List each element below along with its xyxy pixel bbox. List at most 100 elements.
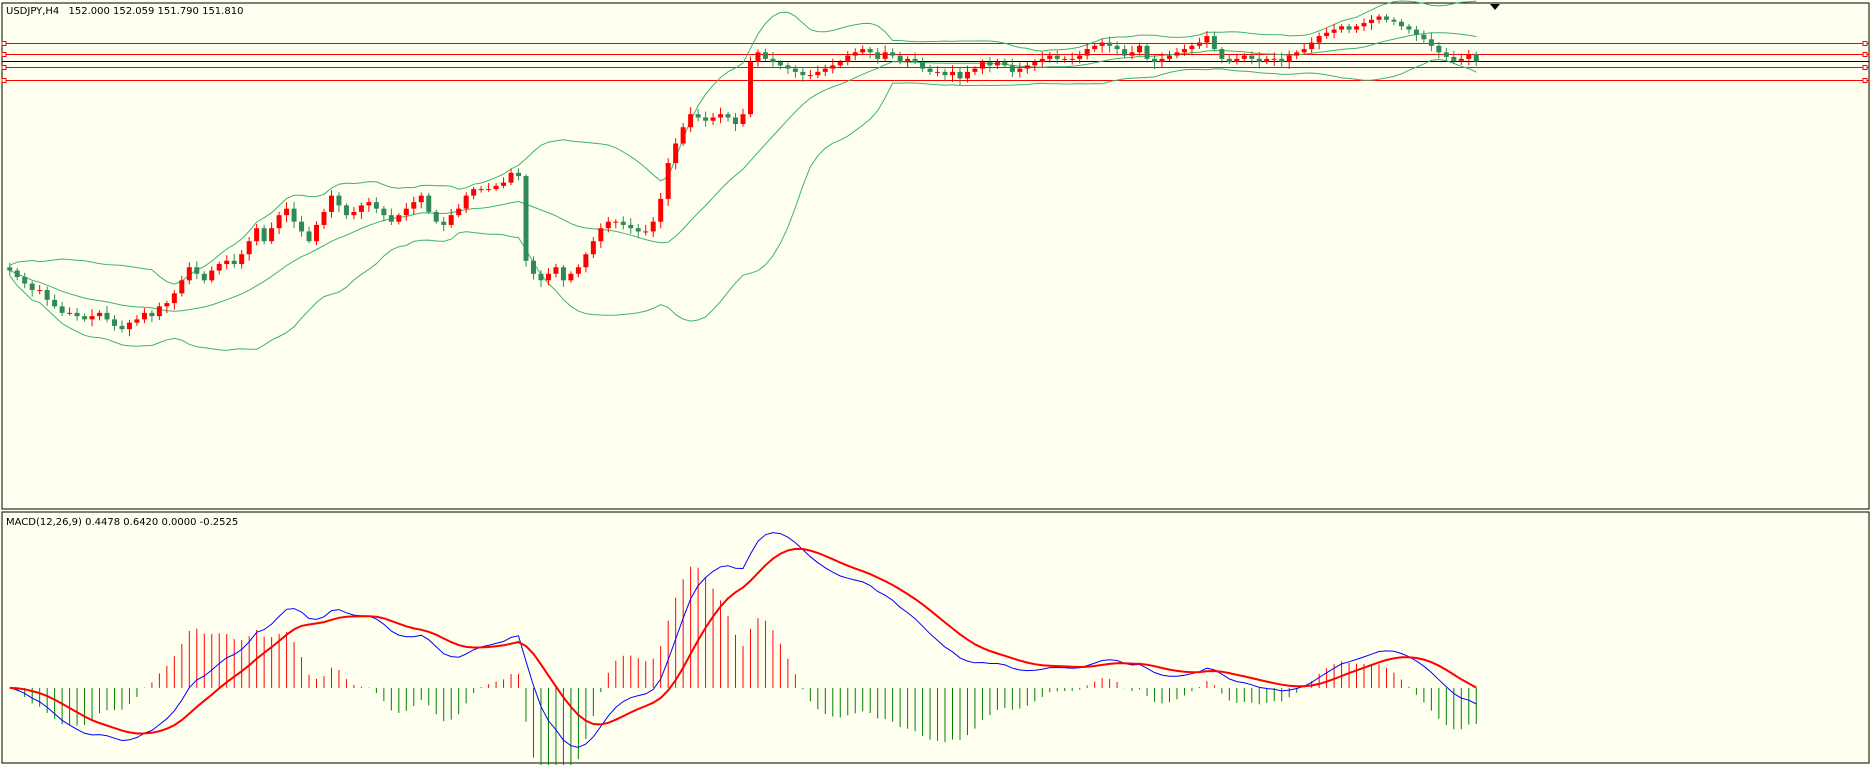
candle-body bbox=[134, 319, 140, 323]
candle-body bbox=[1376, 16, 1382, 20]
candle-body bbox=[1009, 65, 1015, 72]
candle-body bbox=[1443, 52, 1449, 57]
candle-body bbox=[822, 68, 828, 72]
candle-body bbox=[1024, 65, 1030, 69]
candle-body bbox=[328, 195, 334, 212]
candle-body bbox=[852, 52, 858, 56]
candle-body bbox=[261, 228, 267, 242]
candle-body bbox=[149, 312, 155, 317]
candle-body bbox=[1421, 34, 1427, 40]
candle-body bbox=[141, 312, 147, 320]
candle-body bbox=[912, 58, 918, 63]
candle-body bbox=[1069, 58, 1075, 60]
horizontal-levels[interactable] bbox=[1, 41, 1869, 83]
candle-body bbox=[231, 260, 237, 265]
macd-title: MACD(12,26,9) 0.4478 0.6420 0.0000 -0.25… bbox=[6, 517, 238, 528]
candle-body bbox=[785, 65, 791, 69]
candle-body bbox=[1062, 58, 1068, 60]
candle-body bbox=[1398, 21, 1404, 27]
candle-body bbox=[800, 71, 806, 76]
candle-body bbox=[755, 52, 761, 63]
candle-body bbox=[246, 241, 252, 255]
candle-body bbox=[1264, 58, 1270, 63]
candle-body bbox=[501, 182, 507, 186]
candle-body bbox=[179, 280, 185, 294]
candle-body bbox=[1249, 55, 1255, 59]
candle-body bbox=[1279, 58, 1285, 63]
candle-body bbox=[14, 270, 20, 278]
candle-body bbox=[239, 254, 245, 265]
candle-body bbox=[314, 224, 320, 242]
main-title: USDJPY,H4 152.000 152.059 151.790 151.81… bbox=[6, 6, 243, 17]
candle-body bbox=[201, 273, 207, 281]
candle-body bbox=[1166, 55, 1172, 59]
candle-body bbox=[770, 58, 776, 63]
candle-body bbox=[1204, 36, 1210, 43]
candle-body bbox=[1189, 45, 1195, 50]
candle-body bbox=[37, 290, 43, 292]
candle-body bbox=[807, 75, 813, 77]
candle-body bbox=[418, 195, 424, 203]
candle-body bbox=[890, 52, 896, 56]
candle-body bbox=[67, 312, 73, 314]
candle-body bbox=[1286, 55, 1292, 63]
candle-body bbox=[1002, 62, 1008, 66]
candle-body bbox=[560, 267, 566, 281]
candle-body bbox=[972, 68, 978, 72]
candle-body bbox=[897, 55, 903, 63]
candle-body bbox=[1391, 19, 1397, 22]
candle-body bbox=[680, 127, 686, 144]
candle-body bbox=[1047, 55, 1053, 59]
candle-body bbox=[411, 202, 417, 209]
candle-body bbox=[815, 71, 821, 76]
candle-body bbox=[1294, 52, 1300, 56]
candle-body bbox=[1256, 58, 1262, 63]
candle-body bbox=[688, 114, 694, 128]
candle-body bbox=[1324, 32, 1330, 37]
candle-body bbox=[216, 264, 222, 271]
candle-body bbox=[164, 303, 170, 307]
candle-body bbox=[516, 172, 522, 177]
candle-body bbox=[1369, 19, 1375, 24]
candle-body bbox=[486, 189, 492, 191]
candle-body bbox=[343, 205, 349, 216]
candle-body bbox=[1211, 36, 1217, 50]
candle-body bbox=[643, 231, 649, 233]
ohlc-values: 152.000 152.059 151.790 151.810 bbox=[68, 6, 243, 17]
shift-arrow-icon[interactable] bbox=[1490, 4, 1500, 10]
candle-body bbox=[254, 228, 260, 242]
candle-body bbox=[478, 189, 484, 191]
candle-body bbox=[979, 62, 985, 69]
level-handle-right bbox=[1862, 41, 1868, 46]
candle-body bbox=[1413, 29, 1419, 35]
candle-body bbox=[1181, 49, 1187, 53]
candle-body bbox=[1406, 26, 1412, 30]
candle-body bbox=[1032, 62, 1038, 66]
candle-body bbox=[590, 241, 596, 255]
candle-body bbox=[1473, 54, 1479, 62]
candle-body bbox=[1234, 58, 1240, 63]
candle-body bbox=[388, 215, 394, 222]
candle-body bbox=[1428, 39, 1434, 46]
main-panel-frame bbox=[1, 2, 1870, 510]
level-handle-left bbox=[1, 41, 7, 46]
candle-body bbox=[1039, 58, 1045, 63]
candle-body bbox=[650, 221, 656, 232]
candle-body bbox=[1174, 52, 1180, 56]
candle-body bbox=[456, 208, 462, 216]
candle-body bbox=[860, 49, 866, 53]
candle-body bbox=[1226, 58, 1232, 63]
candle-body bbox=[89, 316, 95, 320]
candle-body bbox=[52, 299, 58, 307]
candle-body bbox=[1152, 58, 1158, 63]
candle-body bbox=[747, 62, 753, 115]
candle-body bbox=[1346, 26, 1352, 30]
level-handle-right bbox=[1862, 65, 1868, 70]
candle-body bbox=[433, 211, 439, 222]
candle-body bbox=[1054, 55, 1060, 59]
candle-body bbox=[1129, 52, 1135, 56]
candle-body bbox=[792, 68, 798, 72]
candle-body bbox=[703, 117, 709, 121]
